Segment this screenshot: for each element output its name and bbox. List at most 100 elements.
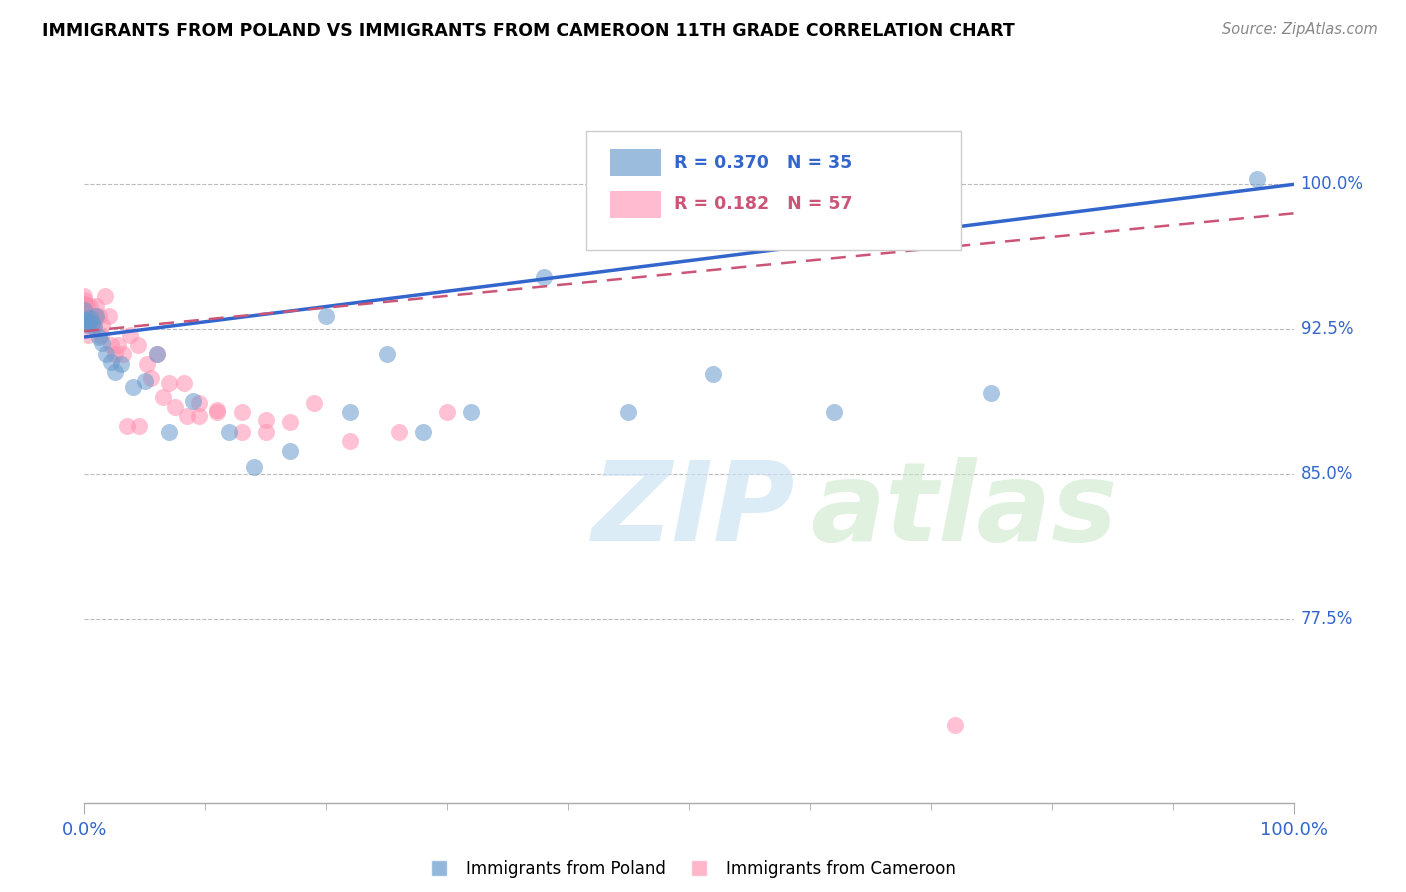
Point	[533, 270, 555, 285]
Point	[157, 425, 180, 439]
Point	[121, 380, 143, 394]
Point	[77, 309, 100, 323]
Point	[107, 338, 129, 352]
Point	[73, 303, 96, 318]
Point	[218, 425, 240, 439]
Point	[207, 403, 229, 417]
Point	[77, 328, 100, 343]
Point	[188, 409, 211, 424]
Point	[80, 317, 103, 331]
Text: ZIP: ZIP	[592, 457, 796, 564]
Point	[73, 293, 96, 308]
Point	[76, 312, 98, 326]
Point	[163, 400, 186, 414]
Point	[278, 415, 301, 429]
Point	[702, 367, 724, 381]
Text: 77.5%: 77.5%	[1301, 610, 1353, 628]
Point	[339, 434, 361, 449]
Point	[460, 405, 482, 419]
Point	[86, 299, 108, 313]
Text: 85.0%: 85.0%	[1301, 466, 1353, 483]
Point	[254, 425, 277, 439]
Point	[943, 718, 966, 732]
Point	[388, 425, 411, 439]
Text: IMMIGRANTS FROM POLAND VS IMMIGRANTS FROM CAMEROON 11TH GRADE CORRELATION CHART: IMMIGRANTS FROM POLAND VS IMMIGRANTS FRO…	[42, 22, 1015, 40]
Point	[254, 413, 277, 427]
Point	[139, 370, 162, 384]
Point	[73, 297, 96, 311]
Point	[176, 409, 198, 424]
Legend: Immigrants from Poland, Immigrants from Cameroon: Immigrants from Poland, Immigrants from …	[416, 854, 962, 885]
Point	[110, 357, 132, 371]
Point	[146, 347, 169, 361]
Point	[436, 405, 458, 419]
Point	[87, 330, 110, 344]
Point	[76, 309, 98, 323]
Point	[90, 328, 112, 343]
Point	[79, 309, 101, 323]
Point	[231, 425, 253, 439]
Point	[115, 419, 138, 434]
Point	[134, 375, 156, 389]
Point	[79, 310, 101, 325]
Point	[104, 365, 127, 379]
Text: atlas: atlas	[810, 457, 1118, 564]
Text: R = 0.182   N = 57: R = 0.182 N = 57	[675, 195, 853, 213]
FancyBboxPatch shape	[586, 131, 962, 250]
Point	[207, 405, 229, 419]
Point	[128, 419, 150, 434]
Point	[73, 312, 96, 326]
Point	[181, 393, 204, 408]
Point	[127, 338, 149, 352]
Point	[1246, 171, 1268, 186]
Point	[980, 386, 1002, 401]
Point	[83, 320, 105, 334]
Point	[75, 315, 97, 329]
Point	[82, 312, 104, 326]
Point	[75, 317, 97, 331]
Bar	[610, 191, 661, 218]
Point	[339, 405, 361, 419]
Point	[231, 405, 253, 419]
Point	[73, 297, 96, 311]
Point	[84, 309, 107, 323]
Point	[79, 299, 101, 313]
Point	[104, 347, 127, 361]
Point	[278, 444, 301, 458]
Point	[76, 299, 98, 313]
Point	[77, 315, 100, 329]
Point	[94, 347, 117, 361]
Point	[315, 309, 337, 323]
Point	[77, 318, 100, 333]
Point	[80, 309, 103, 323]
Point	[242, 459, 264, 474]
Point	[146, 347, 169, 361]
Point	[152, 390, 174, 404]
Text: R = 0.370   N = 35: R = 0.370 N = 35	[675, 153, 852, 171]
Text: 92.5%: 92.5%	[1301, 320, 1353, 338]
Point	[157, 376, 180, 391]
Point	[375, 347, 398, 361]
Text: Source: ZipAtlas.com: Source: ZipAtlas.com	[1222, 22, 1378, 37]
Point	[136, 357, 159, 371]
Point	[91, 335, 114, 350]
Point	[617, 405, 640, 419]
Point	[86, 309, 108, 323]
Point	[188, 396, 211, 410]
Point	[412, 425, 434, 439]
Point	[823, 405, 845, 419]
Point	[112, 347, 135, 361]
Point	[120, 328, 142, 343]
Text: 100.0%: 100.0%	[1301, 176, 1364, 194]
Point	[77, 312, 100, 326]
Point	[91, 318, 114, 333]
Point	[173, 376, 195, 391]
Point	[73, 307, 96, 321]
Point	[75, 310, 97, 325]
Point	[94, 289, 117, 303]
Point	[97, 309, 120, 323]
Bar	[610, 150, 661, 176]
Point	[83, 318, 105, 333]
Y-axis label: 11th Grade: 11th Grade	[0, 404, 8, 506]
Point	[87, 309, 110, 323]
